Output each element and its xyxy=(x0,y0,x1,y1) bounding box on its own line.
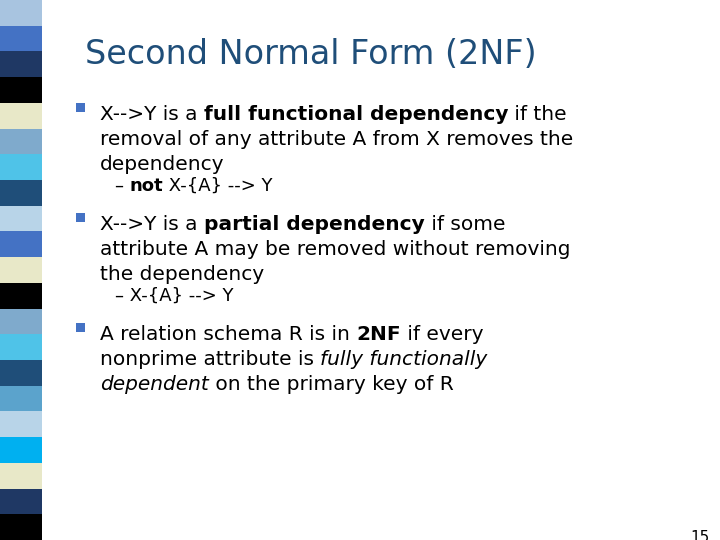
Text: Second Normal Form (2NF): Second Normal Form (2NF) xyxy=(85,38,536,71)
Bar xyxy=(0,206,42,232)
Bar xyxy=(0,386,42,411)
Bar xyxy=(0,411,42,437)
Text: X-{A} --> Y: X-{A} --> Y xyxy=(163,177,273,195)
Bar xyxy=(0,180,42,206)
Bar xyxy=(0,0,42,26)
Text: full functional dependency: full functional dependency xyxy=(204,105,508,124)
Text: dependent: dependent xyxy=(100,375,209,394)
Bar xyxy=(0,360,42,386)
Bar xyxy=(0,437,42,463)
Text: nonprime attribute is: nonprime attribute is xyxy=(100,350,320,369)
Text: dependency: dependency xyxy=(100,155,225,174)
Bar xyxy=(0,26,42,51)
Text: A relation schema R is in: A relation schema R is in xyxy=(100,325,356,344)
Bar xyxy=(76,213,85,222)
Text: not: not xyxy=(130,177,163,195)
Text: –: – xyxy=(115,177,130,195)
Bar xyxy=(0,514,42,540)
Text: X-->Y is a: X-->Y is a xyxy=(100,215,204,234)
Bar xyxy=(0,257,42,283)
Bar xyxy=(0,283,42,308)
Bar xyxy=(76,323,85,332)
Bar xyxy=(0,77,42,103)
Text: if the: if the xyxy=(508,105,567,124)
Text: – X-{A} --> Y: – X-{A} --> Y xyxy=(115,287,233,305)
Text: fully functionally: fully functionally xyxy=(320,350,487,369)
Bar xyxy=(0,308,42,334)
Bar xyxy=(0,232,42,257)
Bar xyxy=(76,103,85,112)
Text: attribute A may be removed without removing: attribute A may be removed without remov… xyxy=(100,240,570,259)
Text: the dependency: the dependency xyxy=(100,265,264,284)
Text: 15: 15 xyxy=(690,530,710,540)
Text: if some: if some xyxy=(425,215,505,234)
Text: X-->Y is a: X-->Y is a xyxy=(100,105,204,124)
Bar xyxy=(0,129,42,154)
Bar xyxy=(0,463,42,489)
Text: partial dependency: partial dependency xyxy=(204,215,425,234)
Text: on the primary key of R: on the primary key of R xyxy=(209,375,454,394)
Bar xyxy=(0,103,42,129)
Text: 2NF: 2NF xyxy=(356,325,401,344)
Bar xyxy=(0,154,42,180)
Text: removal of any attribute A from X removes the: removal of any attribute A from X remove… xyxy=(100,130,573,149)
Text: if every: if every xyxy=(401,325,483,344)
Bar xyxy=(0,334,42,360)
Bar xyxy=(0,51,42,77)
Bar xyxy=(0,489,42,514)
